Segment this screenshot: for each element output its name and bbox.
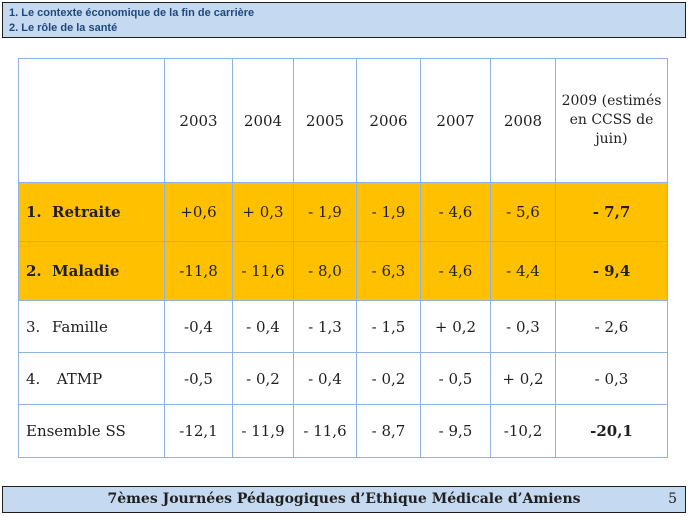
table-cell: - 6,3 [356,241,421,301]
row-label: 3. Famille [18,300,165,353]
row-number: 3. [26,317,41,336]
header-cell-2008: 2008 [490,58,556,183]
table-cell: - 0,2 [356,352,421,405]
table-cell: - 8,7 [356,404,421,458]
table-row: 4. ATMP -0,5 - 0,2 - 0,4 - 0,2 - 0,5 + 0… [18,352,668,405]
row-number: 2. [26,262,42,280]
table-cell: + 0,2 [490,352,556,405]
table-cell-total: -20,1 [555,404,668,458]
table-cell: - 1,9 [356,182,421,242]
balance-table: 2003 2004 2005 2006 2007 2008 2009 (esti… [18,58,668,458]
table-cell: - 8,0 [293,241,357,301]
table-cell-total: - 9,4 [555,241,668,301]
table-cell: - 4,4 [490,241,556,301]
row-number: 4. [26,369,41,388]
header-cell-2004: 2004 [232,58,294,183]
table-cell-total: - 2,6 [555,300,668,353]
section-line-2: 2. Le rôle de la santé [9,22,118,34]
header-cell-2003: 2003 [164,58,233,183]
table-cell: - 11,6 [232,241,294,301]
row-label: Ensemble SS [18,404,165,458]
table-cell: + 0,3 [232,182,294,242]
table-cell: - 0,5 [420,352,491,405]
table-cell: - 0,2 [232,352,294,405]
table-cell: -11,8 [164,241,233,301]
header-cell-2005: 2005 [293,58,357,183]
table-cell: - 5,6 [490,182,556,242]
table-cell-total: - 7,7 [555,182,668,242]
table-cell: - 4,6 [420,241,491,301]
row-label: 4. ATMP [18,352,165,405]
table-cell: +0,6 [164,182,233,242]
row-label-text: ATMP [56,369,103,388]
table-cell-total: - 0,3 [555,352,668,405]
header-cell-2007: 2007 [420,58,491,183]
table-cell: - 11,9 [232,404,294,458]
row-label: 1. Retraite [18,182,165,242]
table-cell: - 0,4 [293,352,357,405]
page-number: 5 [668,491,677,507]
header-cell-2009: 2009 (estimés en CCSS de juin) [555,58,668,183]
row-label: 2. Maladie [18,241,165,301]
row-label-text: Retraite [52,203,121,221]
footer-bar: 7èmes Journées Pédagogiques d’Ethique Mé… [2,486,686,513]
table-row: 3. Famille -0,4 - 0,4 - 1,3 - 1,5 + 0,2 -… [18,300,668,353]
row-label-text: Ensemble SS [26,422,126,440]
header-row: 2003 2004 2005 2006 2007 2008 2009 (esti… [18,58,668,183]
table-row: 2. Maladie -11,8 - 11,6 - 8,0 - 6,3 - 4,6… [18,241,668,301]
table-cell: + 0,2 [420,300,491,353]
table-cell: - 0,4 [232,300,294,353]
table-cell: - 1,9 [293,182,357,242]
table-cell: -0,5 [164,352,233,405]
table-cell: - 4,6 [420,182,491,242]
table-cell: - 1,5 [356,300,421,353]
row-label-text: Maladie [52,262,120,280]
header-cell-2006: 2006 [356,58,421,183]
table-cell: - 0,3 [490,300,556,353]
row-label-text: Famille [52,317,108,336]
table-cell: -10,2 [490,404,556,458]
table-cell: -12,1 [164,404,233,458]
table-cell: - 11,6 [293,404,357,458]
table-cell: - 1,3 [293,300,357,353]
section-header: 1. Le contexte économique de la fin de c… [2,2,686,38]
footer-title: 7èmes Journées Pédagogiques d’Ethique Mé… [107,491,581,507]
table-cell: -0,4 [164,300,233,353]
section-line-1: 1. Le contexte économique de la fin de c… [9,7,255,19]
table-row: Ensemble SS -12,1 - 11,9 - 11,6 - 8,7 - … [18,404,668,458]
table-row: 1. Retraite +0,6 + 0,3 - 1,9 - 1,9 - 4,6 … [18,182,668,242]
header-cell-empty [18,58,165,183]
table-cell: - 9,5 [420,404,491,458]
row-number: 1. [26,203,42,221]
